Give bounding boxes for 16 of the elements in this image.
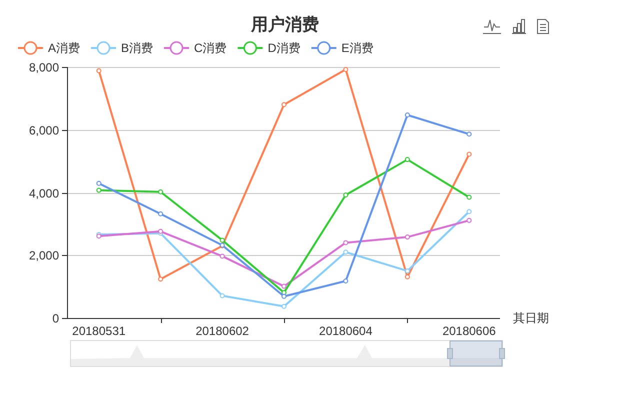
legend-label: C消费 xyxy=(194,41,227,55)
y-tick-label: 4,000 xyxy=(28,186,60,200)
legend-label: E消费 xyxy=(341,41,374,55)
legend-label: B消费 xyxy=(121,41,154,55)
x-tick-label: 20180602 xyxy=(196,324,250,338)
legend-label: D消费 xyxy=(268,41,300,55)
x-tick-label: 20180604 xyxy=(319,324,373,338)
legend-label: A消费 xyxy=(48,41,80,55)
x-tick-label: 20180531 xyxy=(72,324,126,338)
y-tick-label: 0 xyxy=(52,312,60,326)
y-tick-label: 2,000 xyxy=(28,248,60,262)
x-tick-label: 20180606 xyxy=(442,324,496,338)
y-tick-label: 8,000 xyxy=(28,60,60,74)
x-axis-title: 其日期 xyxy=(513,311,549,325)
y-tick-label: 6,000 xyxy=(28,124,60,138)
title: 用户消费 xyxy=(251,15,319,34)
